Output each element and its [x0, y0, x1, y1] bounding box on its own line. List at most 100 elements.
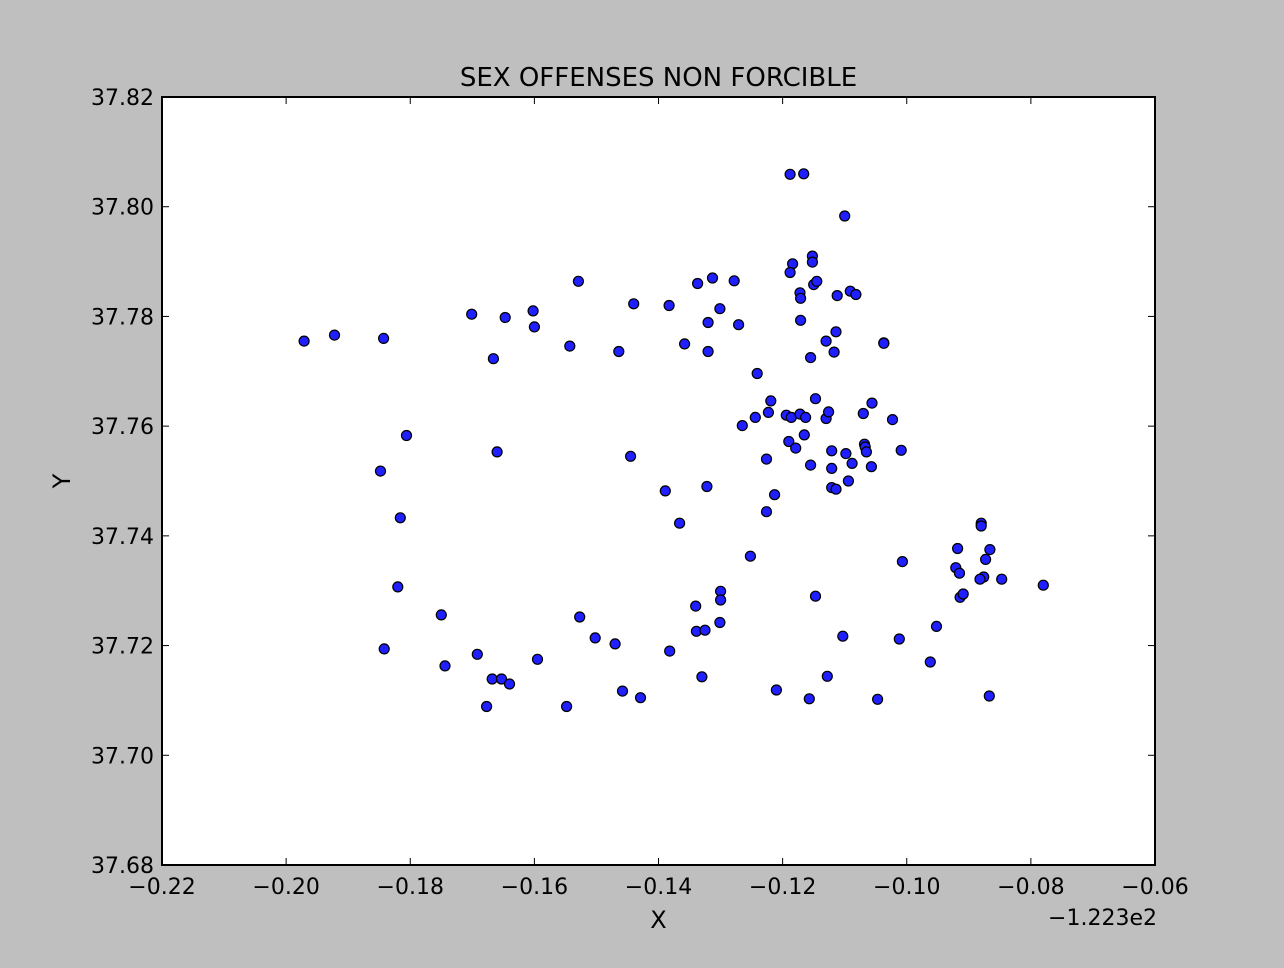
data-point	[466, 308, 478, 320]
data-point	[528, 321, 541, 333]
data-point	[495, 673, 508, 685]
data-point	[673, 517, 686, 529]
data-point	[809, 393, 822, 405]
data-point	[951, 542, 964, 555]
data-point	[378, 332, 390, 344]
data-point	[979, 553, 992, 566]
plot-area	[162, 97, 1155, 865]
data-point	[996, 573, 1008, 585]
data-point	[768, 489, 781, 501]
data-point	[435, 609, 447, 621]
data-point	[784, 266, 796, 279]
data-point	[531, 653, 544, 665]
y-tick-label: 37.76	[91, 415, 154, 440]
data-point	[820, 335, 832, 347]
data-point	[830, 483, 842, 495]
data-point	[659, 485, 671, 497]
data-point	[828, 346, 840, 358]
data-point	[714, 303, 726, 315]
data-point	[624, 450, 637, 462]
data-point	[804, 352, 817, 364]
data-point	[784, 168, 796, 180]
data-point	[811, 275, 823, 287]
x-tick-label: −0.06	[1121, 875, 1188, 900]
data-point	[794, 292, 807, 304]
data-point	[760, 453, 773, 465]
data-point	[503, 678, 516, 690]
data-point	[770, 684, 783, 696]
data-point	[760, 506, 773, 518]
data-point	[886, 414, 899, 426]
data-point	[794, 314, 807, 326]
data-point	[663, 299, 675, 312]
data-point	[439, 660, 451, 672]
x-tick-label: −0.14	[625, 875, 692, 900]
data-point	[984, 543, 996, 556]
data-point	[826, 445, 838, 457]
data-point	[798, 429, 810, 441]
data-point	[749, 411, 761, 423]
data-point	[846, 457, 858, 469]
data-point	[706, 272, 719, 284]
data-point	[783, 435, 795, 448]
data-point	[564, 340, 576, 352]
y-tick-label: 37.78	[91, 305, 154, 330]
x-tick-label: −0.22	[128, 875, 195, 900]
data-point	[696, 671, 708, 683]
data-point	[822, 406, 835, 418]
data-point	[589, 632, 601, 644]
data-point	[866, 397, 878, 409]
data-point	[924, 656, 936, 668]
x-tick-label: −0.12	[749, 875, 816, 900]
x-offset-label: −1.223e2	[1048, 906, 1157, 931]
data-point	[762, 406, 775, 418]
data-point	[699, 624, 711, 636]
data-point	[400, 429, 413, 442]
data-point	[634, 692, 647, 704]
data-point	[471, 648, 483, 660]
x-tick-label: −0.08	[997, 875, 1064, 900]
y-tick-label: 37.82	[91, 86, 154, 111]
data-point	[572, 275, 585, 287]
data-point	[714, 594, 727, 606]
x-tick-label: −0.10	[873, 875, 940, 900]
data-point	[840, 448, 852, 460]
data-point	[678, 338, 691, 350]
data-point	[930, 620, 943, 633]
data-point	[831, 290, 843, 302]
data-point	[893, 633, 905, 645]
data-point	[790, 442, 802, 454]
data-point	[804, 459, 817, 471]
x-axis-label: X	[650, 906, 666, 934]
data-point	[957, 588, 969, 600]
data-point	[609, 638, 621, 650]
y-tick-label: 37.74	[91, 525, 154, 550]
data-point	[702, 345, 714, 358]
data-point	[803, 693, 815, 705]
data-point	[1037, 579, 1049, 591]
data-point	[895, 444, 907, 456]
data-point	[328, 329, 341, 341]
y-tick-label: 37.72	[91, 635, 154, 660]
x-tick-label: −0.20	[252, 875, 319, 900]
data-point	[850, 288, 862, 301]
data-point	[830, 326, 842, 338]
data-point	[799, 411, 812, 423]
data-point	[798, 168, 810, 180]
data-point	[975, 520, 987, 532]
data-point	[860, 446, 873, 458]
chart-title: SEX OFFENSES NON FORCIBLE	[460, 63, 857, 93]
data-point	[809, 590, 822, 602]
data-point	[481, 700, 493, 713]
data-point	[871, 693, 884, 705]
data-point	[487, 353, 499, 365]
data-point	[628, 298, 640, 310]
data-point	[732, 319, 745, 331]
data-point	[765, 395, 777, 407]
data-point	[865, 461, 878, 473]
x-tick-label: −0.16	[501, 875, 568, 900]
y-axis-label: Y	[48, 473, 76, 489]
data-point	[857, 407, 869, 420]
x-tick-label: −0.18	[377, 875, 444, 900]
